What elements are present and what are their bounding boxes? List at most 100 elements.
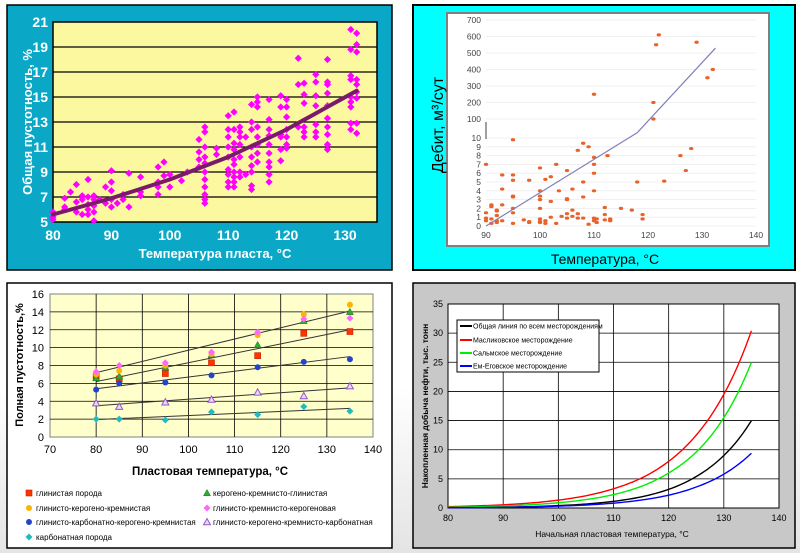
data-point: [265, 149, 273, 157]
data-point: [353, 80, 361, 89]
data-point: [207, 394, 216, 403]
data-point: [564, 212, 570, 216]
data-point: [84, 210, 92, 219]
data-point: [116, 380, 123, 387]
data-point: [346, 356, 353, 363]
data-point: [283, 95, 291, 104]
y-tick-label: 9: [476, 142, 481, 152]
data-point: [224, 133, 232, 141]
legend-label: глинисто-кремнисто-керогеновая: [213, 504, 336, 513]
data-point: [201, 199, 209, 207]
data-point: [353, 94, 361, 102]
data-point: [277, 145, 285, 154]
data-point: [101, 183, 110, 191]
x-axis-label: Температура, °C: [551, 251, 659, 267]
data-point: [208, 372, 215, 379]
data-point: [283, 144, 291, 152]
data-point: [510, 211, 516, 215]
data-point: [107, 187, 115, 195]
y-tick-label: 7: [40, 189, 48, 205]
data-point: [84, 193, 92, 201]
data-point: [300, 358, 307, 365]
y-tick-label: 400: [467, 65, 481, 75]
x-tick-label: 80: [45, 227, 61, 243]
y-tick-label: 17: [32, 64, 48, 80]
y-tick-label: 600: [467, 32, 481, 42]
data-point: [510, 221, 516, 225]
data-point: [253, 93, 261, 101]
trend-line: [96, 310, 351, 374]
x-tick-label: 80: [90, 444, 102, 456]
data-point: [591, 171, 597, 175]
legend: Общая линия по всем месторождениям Маслик…: [460, 323, 603, 371]
x-tick-label: 130: [695, 230, 709, 240]
data-point: [236, 153, 244, 161]
data-point: [618, 206, 624, 210]
data-point: [78, 192, 86, 200]
data-point: [537, 194, 543, 198]
data-point: [656, 33, 661, 37]
data-point: [247, 118, 256, 126]
data-point: [537, 166, 543, 170]
data-point: [92, 368, 100, 376]
data-point: [353, 119, 361, 127]
data-point: [543, 177, 548, 181]
data-point: [115, 372, 124, 380]
data-point: [651, 117, 656, 121]
data-point: [201, 175, 209, 184]
data-point: [162, 370, 169, 377]
data-point: [629, 208, 634, 212]
y-tick-label: 15: [32, 89, 48, 105]
data-point: [570, 187, 575, 191]
data-point: [602, 218, 607, 222]
y-tick-label: 200: [467, 98, 481, 108]
y-tick-label: 100: [467, 114, 481, 124]
y-tick-label: 5: [40, 214, 48, 230]
data-point: [299, 391, 309, 400]
data-point: [254, 364, 261, 371]
data-point: [602, 205, 607, 210]
chart-total-porosity-lithology: 0 2 4 6 8 10 12 14 16 70 80 90 100 110 120 130 140 глинис…: [6, 282, 393, 549]
legend-label: Ем-Еговское месторождение: [473, 364, 567, 371]
y-axis-label: Полная пустотность,%: [14, 303, 26, 427]
y-tick-label: 0: [38, 432, 44, 444]
data-point: [294, 54, 302, 62]
data-point: [125, 169, 133, 177]
data-point: [312, 133, 320, 141]
data-point: [236, 133, 244, 141]
data-point: [294, 123, 302, 131]
data-point: [705, 76, 710, 80]
data-point: [195, 148, 203, 156]
data-point: [489, 205, 494, 209]
x-axis-label: Температура пласта, °C: [139, 246, 292, 261]
data-point: [283, 113, 291, 121]
data-point: [265, 178, 273, 186]
data-point: [201, 168, 209, 176]
data-point: [353, 48, 361, 56]
data-point: [265, 170, 273, 179]
data-point: [602, 212, 607, 217]
data-point: [347, 75, 355, 84]
y-tick-label: 10: [433, 445, 443, 455]
data-point: [265, 140, 273, 149]
x-axis-label: Начальная пластовая температура, °C: [535, 529, 689, 539]
data-point: [653, 43, 659, 47]
y-tick-label: 35: [433, 299, 443, 309]
x-tick-label: 110: [217, 227, 240, 243]
data-point: [230, 173, 238, 181]
data-point: [90, 192, 98, 200]
x-tick-label: 140: [364, 444, 382, 456]
data-point: [224, 143, 232, 151]
data-point: [312, 102, 320, 110]
data-point: [554, 162, 559, 166]
y-tick-label: 30: [433, 328, 443, 338]
data-point: [312, 78, 320, 86]
x-tick-label: 110: [587, 230, 601, 240]
data-point: [283, 103, 291, 111]
y-tick-label: 6: [476, 168, 481, 178]
data-point: [345, 381, 355, 390]
data-point: [254, 411, 262, 419]
data-point: [265, 158, 273, 166]
data-point: [323, 123, 332, 131]
data-point: [247, 125, 256, 134]
